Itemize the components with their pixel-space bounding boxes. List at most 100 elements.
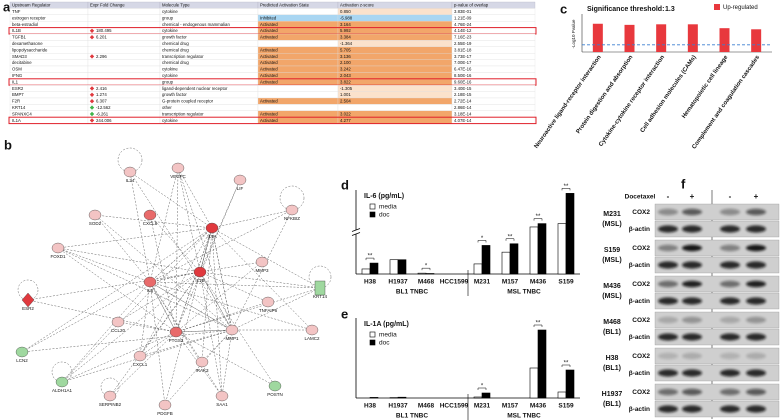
cell-text: 0.850 [340,9,351,14]
cell-text: 6.307 [96,99,107,104]
cell-text: 2.043 [340,73,351,78]
table-cell [337,91,453,99]
blot-band [746,297,766,305]
table-cell [9,117,89,124]
blot-band [720,405,740,413]
table-cell [257,40,339,47]
blot-band [658,280,678,288]
blot-band [658,244,678,252]
cell-text: G-protein coupled receptor [162,99,214,104]
blot-band [658,225,678,233]
legend-swatch [369,203,376,210]
network-edge [149,281,203,363]
blot-band [658,352,678,360]
cell-text: decitabine [12,60,32,65]
y-axis-label: -Log10 Pvalue [571,19,576,49]
fold-change-icon [89,99,95,104]
significance: * [481,236,484,242]
table-cell [9,97,89,105]
blot-band [746,244,766,252]
cell-text: TNF [12,9,21,14]
network-label: ESR2 [22,306,34,311]
significance-bracket [421,267,431,271]
network-node [15,346,29,358]
cell-text: -1.305 [340,86,353,91]
x-tick-label: M436 [530,403,547,410]
network-edge [149,281,177,333]
network-edge [211,227,223,397]
header-text: Predicted Activation State [260,2,310,7]
bar [656,24,667,52]
legend-swatch [369,331,376,338]
cell-line: M231 [603,211,621,218]
network-edge [94,214,233,331]
x-tick-label: M231 [474,403,491,410]
network-label: SERPINB2 [99,402,122,407]
network-node [169,326,183,338]
x-tick-label: Protein digestion and absorption [576,54,635,135]
table-cell [257,104,339,111]
cell-text: 5.705 [340,47,351,52]
table-cell [337,65,453,73]
panel-label: f [681,176,686,191]
bar [529,367,539,399]
network-edge [199,271,321,289]
network-edge [21,329,233,353]
cell-text: cytokine [162,67,178,72]
network-node [133,350,147,362]
table-cell [87,8,161,15]
legend-label: media [379,332,397,339]
bar [417,272,427,275]
cell-line: H1937 [602,391,623,398]
group-label: BL1 TNBC [396,289,428,296]
cell-text: 3.81E-18 [454,47,472,52]
network-edge [109,331,177,397]
panel-label: d [341,177,349,192]
cell-text: Activated [260,67,278,72]
network-node [205,222,219,234]
blot-band [746,352,766,360]
cell-text: 8.50E-16 [454,73,472,78]
cell-text: 7.16E-23 [454,35,472,40]
x-tick-label: M157 [502,279,519,286]
cell-text: OSM [12,67,22,72]
network-node [111,316,125,328]
subtype: (BL1) [603,329,621,336]
bar [425,273,435,275]
blot-band [658,405,678,413]
blot-band [720,316,740,324]
legend-swatch [714,4,720,10]
significance: ** [508,234,513,240]
cell-text: 3.18E-14 [454,111,472,116]
table-cell [337,40,453,47]
bar [751,29,762,52]
network-edge [129,171,213,229]
network-label: NFKBIZ [284,216,300,221]
table-cell [337,14,453,22]
panel-label: a [3,0,11,14]
cell-text: group [162,79,174,84]
bar [537,329,547,399]
subtype: (BL1) [603,401,621,408]
cell-text: 2.100 [340,60,351,65]
network-edge [199,179,241,273]
cell-text: Activated [260,118,278,123]
cell-text: IL1 [12,79,19,84]
network-edge [149,281,233,331]
protein-label: β-actin [629,334,650,341]
bar [361,268,371,275]
cell-text: growth factor [162,35,187,40]
cell-text: 4.14E-12 [454,28,472,33]
significance-bracket [477,387,487,390]
blot-band [682,333,702,341]
network-edge [221,329,233,397]
significance: ** [368,254,373,260]
blot-band [682,405,702,413]
cell-text: chemical drug [162,47,189,52]
cell-text: 2.18E-15 [454,92,472,97]
table-cell [87,21,161,28]
fold-change-icon [89,118,95,123]
network-edge [164,227,213,406]
table-cell [159,14,259,22]
significance-bracket [533,324,543,327]
